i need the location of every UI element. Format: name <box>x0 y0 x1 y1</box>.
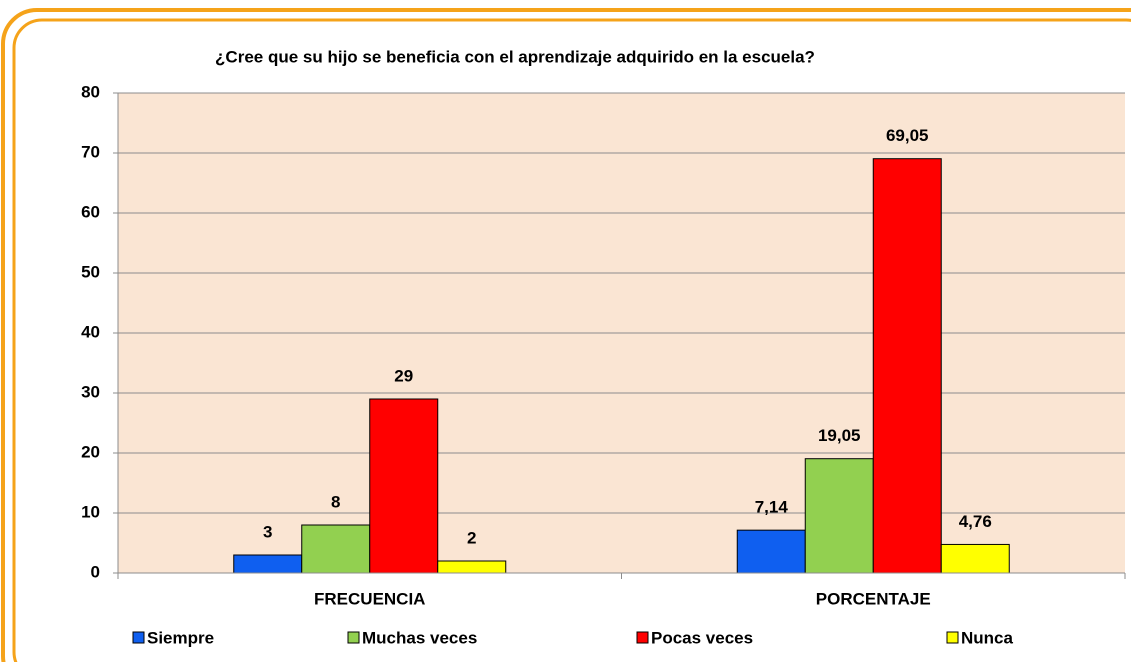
y-tick-label: 70 <box>81 142 100 161</box>
y-tick-label: 10 <box>81 502 100 521</box>
legend-label: Pocas veces <box>651 628 753 647</box>
bar <box>369 398 439 574</box>
bar <box>804 458 874 574</box>
y-tick-label: 30 <box>81 382 100 401</box>
legend-swatch <box>946 631 959 644</box>
value-label: 3 <box>263 522 272 541</box>
legend-swatch <box>347 631 360 644</box>
bar <box>233 554 303 574</box>
y-tick-label: 40 <box>81 322 100 341</box>
value-label: 29 <box>394 366 413 385</box>
value-label: 19,05 <box>818 426 861 445</box>
y-tick-label: 60 <box>81 202 100 221</box>
bar <box>437 560 507 574</box>
legend-label: Nunca <box>961 628 1014 647</box>
chart-title: ¿Cree que su hijo se beneficia con el ap… <box>215 47 815 66</box>
value-label: 8 <box>331 492 340 511</box>
x-tick-label: PORCENTAJE <box>816 589 931 608</box>
bar <box>940 543 1010 574</box>
legend-swatch <box>636 631 649 644</box>
legend-label: Siempre <box>147 628 214 647</box>
bar <box>301 524 371 574</box>
frame-inner <box>12 18 1131 662</box>
value-label: 2 <box>467 528 476 547</box>
legend-swatch <box>132 631 145 644</box>
y-tick-label: 0 <box>91 562 100 581</box>
value-label: 69,05 <box>886 126 929 145</box>
x-tick-label: FRECUENCIA <box>314 589 425 608</box>
value-label: 7,14 <box>755 498 789 517</box>
legend-label: Muchas veces <box>362 628 477 647</box>
y-tick-label: 50 <box>81 262 100 281</box>
bar <box>872 158 942 574</box>
value-label: 4,76 <box>959 512 992 531</box>
bar <box>736 529 806 574</box>
frame-outer <box>1 8 1131 662</box>
y-tick-label: 20 <box>81 442 100 461</box>
y-tick-label: 80 <box>81 82 100 101</box>
